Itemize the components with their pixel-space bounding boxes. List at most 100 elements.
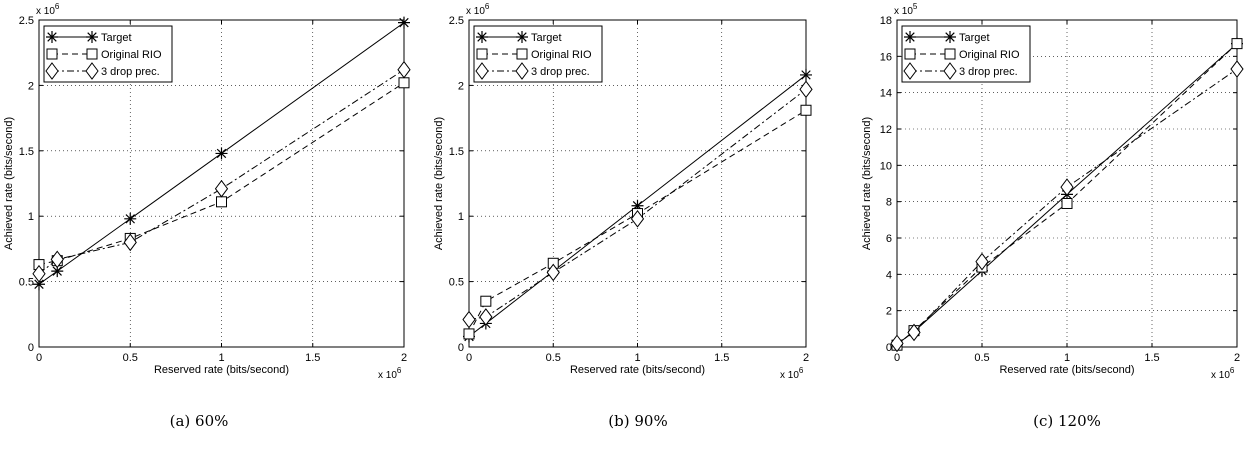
chart-2-y-tick-label: 18 — [880, 15, 892, 27]
chart-1-series-3-drop-prec-point-shape — [799, 80, 813, 99]
chart-2-x-exponent-power: 6 — [1230, 366, 1235, 375]
chart-2-series-3-drop-prec-point — [1060, 178, 1074, 196]
chart-2-y-tick-label: 8 — [886, 197, 892, 209]
chart-2-legend-label: Target — [959, 32, 990, 44]
chart-1-legend-marker-shape — [475, 62, 489, 80]
chart-0-series-original-rio-point — [398, 77, 410, 89]
chart-0-series-original-rio-point — [216, 196, 227, 208]
chart-0-y-tick-label: 1.5 — [19, 146, 34, 158]
chart-2-series-3-drop-prec-point — [907, 323, 921, 342]
chart-0-x-axis-label: Reserved rate (bits/second) — [154, 364, 289, 376]
chart-2-x-tick-label: 0.5 — [974, 352, 989, 364]
chart-1-legend-label: Target — [531, 32, 562, 44]
chart-0-x-tick-label: 1.5 — [305, 352, 320, 364]
chart-2-x-axis-label: Reserved rate (bits/second) — [999, 364, 1134, 376]
chart-0-legend-marker — [46, 31, 58, 43]
chart-0-series-target-point-shape — [51, 265, 64, 278]
chart-2-x-tick-label: 0 — [894, 352, 900, 364]
chart-2-y-tick-label: 2 — [886, 306, 892, 318]
chart-0-legend-marker-shape — [85, 62, 99, 80]
chart-1-legend: Target Original RIO 3 drop prec. — [473, 25, 603, 83]
chart-2-series-3-drop-prec-point-shape — [975, 252, 989, 271]
chart-0-series-target-point-shape — [124, 212, 137, 225]
chart-1-y-tick-label: 0 — [458, 342, 464, 354]
chart-2-legend-marker — [903, 62, 917, 80]
chart-2-series-original-rio-point — [1231, 38, 1243, 50]
chart-0-y-tick-label: 0.5 — [19, 277, 34, 289]
chart-0-series-target-point — [33, 278, 45, 291]
chart-0-series-target-point — [124, 212, 137, 225]
chart-1-legend-marker-shape — [476, 31, 488, 43]
chart-1-series-3-drop-prec-point — [462, 310, 476, 329]
chart-0-x-tick-label: 0.5 — [123, 352, 138, 364]
chart-1-legend-marker-shape — [516, 48, 528, 60]
chart-2-x-tick-label: 1.5 — [1144, 352, 1159, 364]
caption-a: (a) 60% — [169, 412, 229, 430]
chart-2-series-3-drop-prec-point-shape — [907, 323, 921, 342]
chart-2: 0 0.5 1 1.5 2 0 2 4 6 8 10 12 14 16 18x 105 x 106 Reserv… — [861, 2, 1244, 381]
chart-2-legend-marker — [943, 62, 957, 80]
chart-1-y-exponent: x 106 — [466, 2, 490, 17]
chart-0-series-target-point-shape — [398, 16, 410, 29]
chart-1-x-exponent-power: 6 — [799, 366, 804, 375]
chart-2-series-3-drop-prec-point-shape — [1060, 178, 1074, 196]
chart-1-x-tick-label: 1 — [634, 352, 640, 364]
chart-0-series-3-drop-prec-point — [50, 250, 64, 269]
chart-1-legend-marker-shape — [516, 31, 528, 43]
chart-2-y-tick-label: 10 — [880, 160, 892, 172]
chart-0-series-original-rio-point-shape — [398, 77, 410, 89]
chart-2-x-tick-label: 1 — [1064, 352, 1070, 364]
chart-2-y-tick-label: 12 — [880, 124, 892, 136]
chart-0-legend-marker-shape — [45, 62, 59, 80]
chart-1-legend-marker — [515, 62, 529, 80]
chart-0-y-exponent: x 106 — [36, 2, 60, 17]
chart-2-legend-marker-shape — [904, 48, 916, 60]
chart-0-series-target-point-shape — [33, 278, 45, 291]
chart-2-legend-marker-shape — [944, 31, 956, 43]
chart-0-x-exponent: x 106 — [378, 366, 402, 381]
chart-0-legend-marker — [45, 62, 59, 80]
chart-0-legend-marker — [86, 48, 98, 60]
chart-1-series-3-drop-prec-point-shape — [546, 263, 560, 282]
chart-2-legend-marker — [904, 48, 916, 60]
chart-0-x-tick-label: 0 — [36, 352, 42, 364]
chart-1-legend-marker-shape — [515, 62, 529, 80]
chart-0-y-axis-label: Achieved rate (bits/second) — [3, 117, 15, 250]
chart-0-series-3-drop-prec-point-shape — [214, 179, 229, 198]
chart-2-legend-marker-shape — [904, 31, 916, 43]
chart-2-y-tick-label: 4 — [886, 269, 892, 281]
chart-1-series-3-drop-prec-point — [630, 209, 645, 228]
chart-1-series-3-drop-prec-point — [799, 80, 813, 99]
chart-0-legend: Target Original RIO 3 drop prec. — [43, 25, 173, 83]
chart-1-legend-marker — [516, 48, 528, 60]
chart-2-legend-marker-shape — [944, 48, 956, 60]
chart-1-x-tick-label: 0 — [466, 352, 472, 364]
chart-0-series-target-point — [215, 147, 228, 160]
chart-1-x-tick-label: 2 — [803, 352, 809, 364]
chart-1-series-3-drop-prec-point-shape — [462, 310, 476, 329]
chart-1-y-axis-label: Achieved rate (bits/second) — [433, 117, 445, 250]
chart-1-legend-marker — [516, 31, 528, 43]
chart-2-x-tick-label: 2 — [1234, 352, 1240, 364]
chart-0-x-tick-label: 2 — [401, 352, 407, 364]
chart-0-y-tick-label: 2 — [28, 80, 34, 92]
chart-1-series-original-rio-point-shape — [800, 104, 812, 116]
chart-1-legend-marker-shape — [476, 48, 488, 60]
chart-2-y-tick-label: 6 — [886, 233, 892, 245]
chart-0-series-target-point — [398, 16, 410, 29]
chart-1-x-tick-label: 0.5 — [546, 352, 561, 364]
chart-2-legend-marker — [944, 31, 956, 43]
chart-0-y-tick-label: 1 — [28, 211, 34, 223]
caption-c: (c) 120% — [1033, 412, 1101, 430]
chart-1-legend-marker — [475, 62, 489, 80]
chart-1-series-target-point — [631, 199, 644, 212]
chart-2-series-3-drop-prec-point — [890, 334, 904, 353]
chart-0-legend-marker — [85, 62, 99, 80]
chart-0-series-3-drop-prec-point — [123, 233, 137, 252]
chart-0-legend-label: Target — [101, 32, 132, 44]
chart-0-legend-marker-shape — [46, 48, 58, 60]
chart-2-series-3-drop-prec-point — [1230, 60, 1244, 78]
